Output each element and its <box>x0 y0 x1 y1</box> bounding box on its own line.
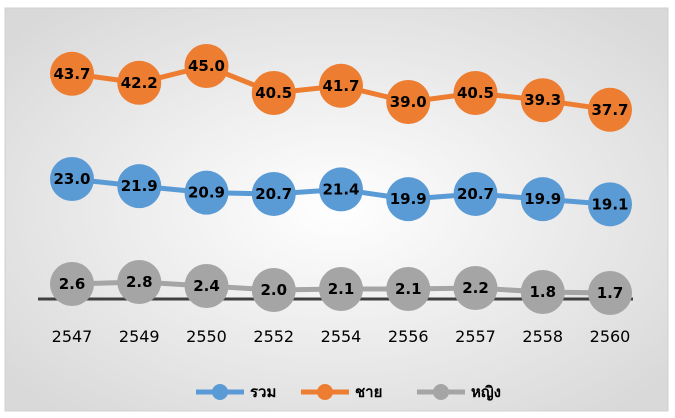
data-label-1-8: 37.7 <box>591 101 628 119</box>
x-tick-label: 2550 <box>186 327 227 346</box>
data-point-2-6 <box>453 266 498 310</box>
data-point-0-0 <box>50 157 94 201</box>
data-point-1-6 <box>453 71 498 115</box>
data-label-1-5: 39.0 <box>390 93 427 111</box>
data-point-2-5 <box>386 267 431 311</box>
data-label-1-1: 42.2 <box>121 74 158 92</box>
data-label-0-2: 20.9 <box>188 184 225 202</box>
data-label-2-1: 2.8 <box>126 273 153 291</box>
legend-label-0: รวม <box>250 383 276 401</box>
legend-swatch-marker-0 <box>212 384 228 400</box>
data-point-0-3 <box>251 171 296 216</box>
x-tick-label: 2556 <box>388 327 429 346</box>
data-label-2-2: 2.4 <box>193 277 220 295</box>
data-label-1-2: 45.0 <box>188 57 225 75</box>
data-label-0-5: 19.9 <box>390 190 427 208</box>
data-point-1-1 <box>117 60 162 105</box>
data-point-2-8 <box>588 271 632 315</box>
x-tick-label: 2547 <box>52 327 93 346</box>
data-point-2-0 <box>50 262 94 306</box>
data-point-0-8 <box>588 182 632 227</box>
data-label-2-7: 1.8 <box>529 283 556 301</box>
x-tick-label: 2552 <box>253 327 294 346</box>
data-label-0-1: 21.9 <box>121 177 158 195</box>
data-point-1-8 <box>588 87 632 132</box>
data-label-0-4: 21.4 <box>322 180 359 198</box>
data-label-2-6: 2.2 <box>462 279 489 297</box>
data-label-0-7: 19.9 <box>524 190 561 208</box>
data-label-1-0: 43.7 <box>53 65 90 83</box>
data-label-1-3: 40.5 <box>255 84 292 102</box>
data-point-0-7 <box>520 177 565 222</box>
data-label-2-0: 2.6 <box>59 275 86 293</box>
data-point-1-4 <box>319 63 363 108</box>
data-point-0-4 <box>319 167 363 212</box>
x-tick-label: 2560 <box>590 327 631 346</box>
data-label-1-6: 40.5 <box>457 84 494 102</box>
data-point-1-2 <box>184 44 229 88</box>
data-point-2-2 <box>184 264 229 308</box>
data-label-0-0: 23.0 <box>53 170 90 188</box>
data-label-1-4: 41.7 <box>322 77 359 95</box>
data-label-1-7: 39.3 <box>524 91 561 109</box>
data-point-2-1 <box>117 260 162 304</box>
data-point-1-7 <box>520 78 565 123</box>
data-label-2-5: 2.1 <box>395 280 422 298</box>
data-point-1-5 <box>386 80 431 124</box>
data-label-2-8: 1.7 <box>597 284 624 302</box>
legend-label-2: หญิง <box>471 383 501 401</box>
x-tick-labels: 2547 2549 2550 2552 2554 2556 2557 2558 2560 <box>52 327 631 346</box>
data-point-2-3 <box>251 268 296 312</box>
x-tick-label: 2549 <box>119 327 160 346</box>
data-point-0-2 <box>184 170 229 215</box>
data-label-2-4: 2.1 <box>328 280 355 298</box>
data-label-0-6: 20.7 <box>457 185 494 203</box>
data-label-2-3: 2.0 <box>260 281 287 299</box>
data-label-0-8: 19.1 <box>591 195 628 213</box>
data-point-1-0 <box>50 51 94 96</box>
legend: รวม ชาย หญิง <box>196 383 501 401</box>
data-point-2-7 <box>520 270 565 314</box>
legend-label-1: ชาย <box>355 383 382 401</box>
series-layer: 2.6 2.8 2.4 2.0 2.1 2.1 2.2 1.8 1.7 23.0 21.9 20.9 2… <box>50 44 632 315</box>
legend-swatch-marker-1 <box>317 384 333 400</box>
data-point-1-3 <box>251 71 296 115</box>
data-point-0-5 <box>386 177 431 222</box>
x-tick-label: 2558 <box>522 327 563 346</box>
legend-swatch-marker-2 <box>433 384 449 400</box>
x-tick-label: 2554 <box>321 327 362 346</box>
data-label-0-3: 20.7 <box>255 185 292 203</box>
data-point-0-1 <box>117 164 162 209</box>
data-point-0-6 <box>453 171 498 216</box>
data-point-2-4 <box>319 267 363 311</box>
x-tick-label: 2557 <box>455 327 496 346</box>
